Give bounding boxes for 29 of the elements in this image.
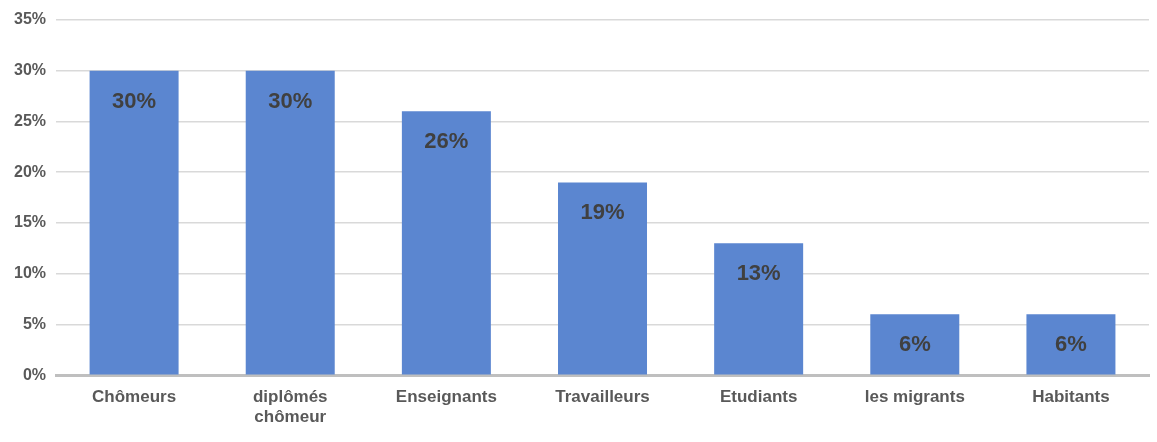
data-label: 6% [1055, 331, 1087, 357]
bar [870, 314, 960, 375]
y-tick-label: 0% [22, 365, 47, 383]
y-tick-label: 20% [13, 162, 47, 180]
data-label: 30% [112, 87, 157, 113]
data-label: 26% [424, 128, 469, 154]
data-label: 30% [268, 87, 313, 113]
y-tick-label: 10% [13, 264, 47, 282]
bar [714, 243, 804, 375]
y-tick-label: 5% [22, 314, 47, 332]
x-tick-label: Enseignants [395, 387, 497, 407]
y-tick-label: 30% [13, 61, 47, 79]
y-tick-label: 25% [13, 111, 47, 129]
bar [401, 111, 491, 375]
data-label: 13% [736, 260, 781, 286]
x-tick-label: Travailleurs [555, 387, 650, 407]
x-tick-label: Habitants [1032, 387, 1110, 407]
y-tick-label: 15% [13, 213, 47, 231]
y-tick-label: 35% [13, 10, 47, 28]
data-label: 19% [580, 199, 625, 225]
x-tick-label: Chômeurs [92, 387, 177, 407]
bar [245, 70, 335, 375]
bar [558, 182, 648, 375]
x-tick-label: Etudiants [719, 387, 798, 407]
x-tick-label: les migrants [864, 387, 965, 407]
data-label: 6% [898, 331, 931, 357]
bar [1026, 314, 1116, 375]
x-tick-label: diplômés chômeur [252, 387, 328, 427]
bar [89, 70, 179, 375]
